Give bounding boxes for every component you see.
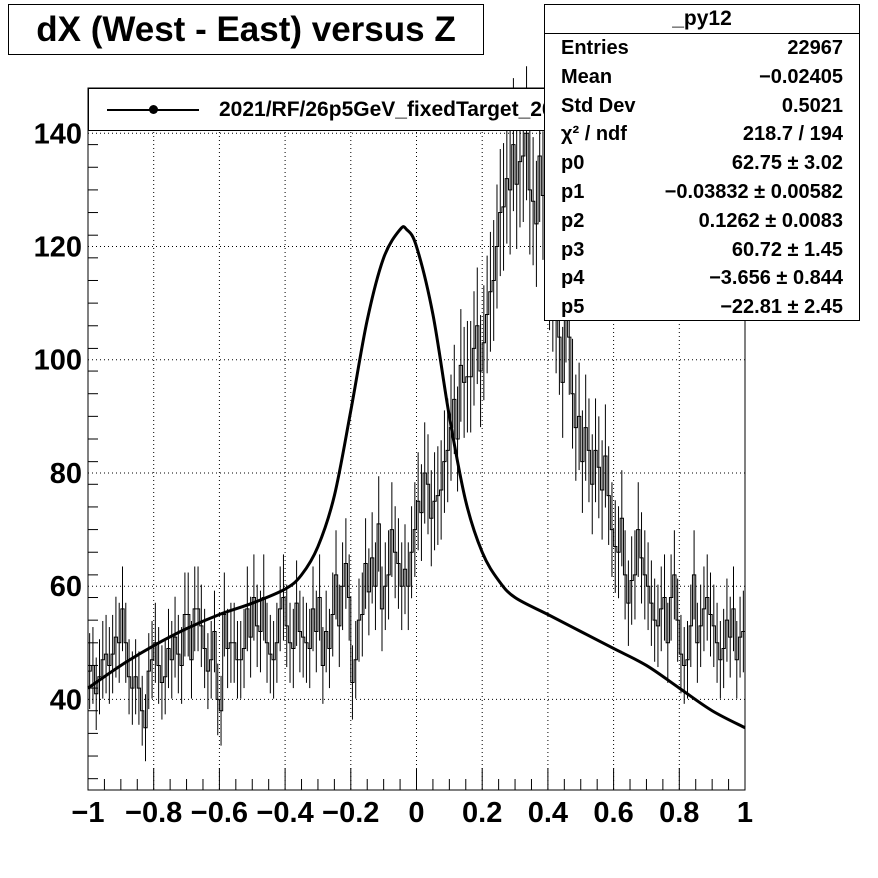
stats-key: Entries xyxy=(561,37,629,59)
stats-title: _py12 xyxy=(545,5,859,34)
histogram-step-line xyxy=(88,132,745,729)
x-tick-label: 0.4 xyxy=(528,797,568,829)
stats-value: −0.02405 xyxy=(759,65,843,88)
x-axis-tick-labels: −1 −0.8 −0.6 −0.4 −0.2 0 0.2 0.4 0.6 0.8 1 xyxy=(71,797,753,829)
stats-key: p3 xyxy=(561,238,585,261)
x-tick-label: 0.8 xyxy=(659,797,699,829)
x-tick-label: 0 xyxy=(408,797,424,829)
x-tick-label: −0.4 xyxy=(256,797,313,829)
stats-row: Entries 22967 xyxy=(545,34,859,63)
stats-row: p3 60.72 ± 1.45 xyxy=(545,236,859,265)
stats-row: χ² / ndf 218.7 / 194 xyxy=(545,120,859,149)
y-tick-label: 80 xyxy=(50,458,82,490)
stats-key: p5 xyxy=(561,296,585,319)
stats-value: −0.03832 ± 0.00582 xyxy=(664,180,843,203)
stats-row: Mean −0.02405 xyxy=(545,63,859,92)
stats-value: 62.75 ± 3.02 xyxy=(731,152,843,175)
x-tick-label: −0.6 xyxy=(191,797,248,829)
stats-row: p4 −3.656 ± 0.844 xyxy=(545,264,859,293)
legend: 2021/RF/26p5GeV_fixedTarget_2021 xyxy=(88,88,614,131)
y-tick-label: 60 xyxy=(50,571,82,603)
stats-key: χ² / ndf xyxy=(561,123,627,146)
stats-box: _py12 Entries 22967 Mean −0.02405 Std Dev 0… xyxy=(544,4,860,321)
stats-key: Std Dev xyxy=(561,94,636,117)
x-tick-label: −0.8 xyxy=(125,797,182,829)
axis-ticks xyxy=(87,98,746,790)
stats-row: p5 −22.81 ± 2.45 xyxy=(545,293,859,322)
y-tick-label: 120 xyxy=(34,232,82,264)
x-tick-label: −0.2 xyxy=(322,797,379,829)
stats-row: p1 −0.03832 ± 0.00582 xyxy=(545,178,859,207)
y-tick-label: 140 xyxy=(34,118,82,150)
stats-value: 60.72 ± 1.45 xyxy=(731,238,843,261)
y-axis-tick-labels: 40 60 80 100 120 140 xyxy=(34,118,82,716)
stats-value: 0.1262 ± 0.0083 xyxy=(698,209,843,232)
stats-key: p1 xyxy=(561,180,585,203)
stats-value: 22967 xyxy=(787,37,843,59)
fit-curve-line xyxy=(87,225,746,730)
stats-value: −3.656 ± 0.844 xyxy=(709,267,843,290)
x-tick-label: 0.6 xyxy=(593,797,633,829)
y-tick-label: 40 xyxy=(50,684,82,716)
stats-key: p2 xyxy=(561,209,585,232)
x-tick-label: 1 xyxy=(737,797,753,829)
stats-value: 218.7 / 194 xyxy=(742,123,843,146)
legend-marker-icon xyxy=(149,105,158,114)
stats-key: Mean xyxy=(561,65,613,88)
chart-title: dX (West - East) versus Z xyxy=(8,4,484,55)
y-tick-label: 100 xyxy=(34,345,82,377)
stats-row: p2 0.1262 ± 0.0083 xyxy=(545,207,859,236)
x-tick-label: −1 xyxy=(71,797,104,829)
stats-row: Std Dev 0.5021 xyxy=(545,92,859,121)
fit-curve-series xyxy=(87,225,746,730)
stats-value: 0.5021 xyxy=(781,94,843,117)
legend-entry-label: 2021/RF/26p5GeV_fixedTarget_2021 xyxy=(219,98,577,121)
stats-key: p4 xyxy=(561,267,585,290)
stats-row: p0 62.75 ± 3.02 xyxy=(545,149,859,178)
stats-key: p0 xyxy=(561,152,585,175)
x-tick-label: 0.2 xyxy=(462,797,502,829)
stats-value: −22.81 ± 2.45 xyxy=(720,296,843,319)
